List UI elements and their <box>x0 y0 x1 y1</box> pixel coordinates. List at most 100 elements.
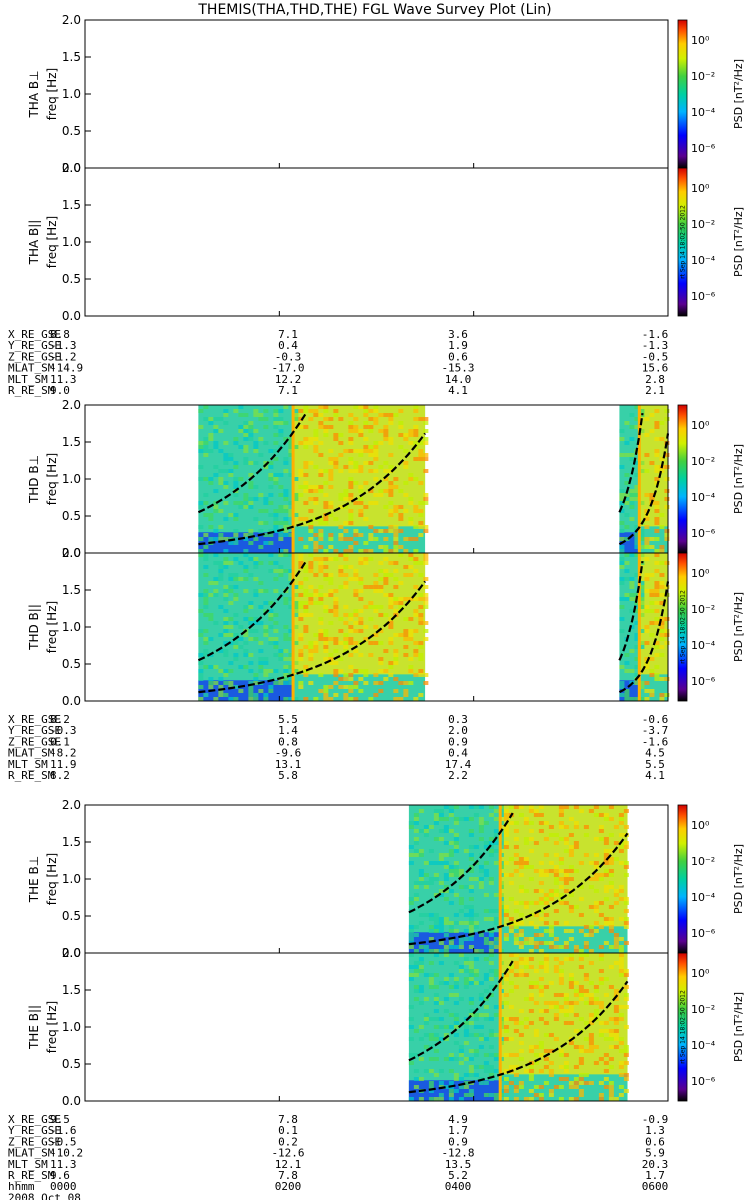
spectrogram-cell <box>363 517 369 521</box>
spectrogram-cell <box>473 805 479 809</box>
spectrogram-cell <box>528 1009 534 1013</box>
spectrogram-cell <box>483 973 489 977</box>
spectrogram-cell <box>578 929 584 933</box>
spectrogram-cell <box>483 989 489 993</box>
spectrogram-cell <box>383 469 389 473</box>
spectrogram-cell <box>378 681 384 685</box>
orbit-row-label: MLT_SM <box>8 758 48 771</box>
spectrogram-cell <box>488 945 494 949</box>
spectrogram-cell <box>634 645 640 649</box>
spectrogram-cell <box>308 597 314 601</box>
spectrogram-cell <box>528 965 534 969</box>
spectrogram-cell <box>488 881 494 885</box>
spectrogram-cell <box>583 945 589 949</box>
spectrogram-cell <box>228 661 234 665</box>
spectrogram-cell <box>629 577 635 581</box>
spectrogram-cell <box>413 965 419 969</box>
spectrogram-cell <box>629 517 635 521</box>
spectrogram-cell <box>649 537 655 541</box>
spectrogram-cell <box>538 1069 544 1073</box>
spectrogram-cell <box>634 593 640 597</box>
spectrogram-cell <box>483 941 489 945</box>
spectrogram-cell <box>634 621 640 625</box>
spectrogram-cell <box>513 921 519 925</box>
spectrogram-cell <box>263 657 269 661</box>
spectrogram-cell <box>238 577 244 581</box>
spectrogram-cell <box>453 1073 459 1077</box>
spectrogram-cell <box>268 569 274 573</box>
spectrogram-cell <box>198 441 204 445</box>
spectrogram-cell <box>613 989 619 993</box>
spectrogram-cell <box>548 945 554 949</box>
spectrogram-cell <box>423 833 429 837</box>
spectrogram-cell <box>493 941 499 945</box>
gyrofrequency-curve <box>618 433 670 546</box>
spectrogram-cell <box>453 945 459 949</box>
spectrogram-cell <box>654 645 660 649</box>
spectrogram-cell <box>513 1029 519 1033</box>
spectrogram-cell <box>403 573 409 577</box>
spectrogram-cell <box>308 489 314 493</box>
spectrogram-cell <box>218 509 224 513</box>
spectrogram-cell <box>458 1045 464 1049</box>
colorbar-tick-label: 10⁻⁶ <box>691 290 716 303</box>
spectrogram-cell <box>563 841 569 845</box>
spectrogram-cell <box>283 549 289 553</box>
spectrogram-cell <box>513 829 519 833</box>
spectrogram-cell <box>318 453 324 457</box>
spectrogram-cell <box>593 861 599 865</box>
spectrogram-cell <box>488 1077 494 1081</box>
spectrogram-cell <box>223 625 229 629</box>
spectrogram-cell <box>558 821 564 825</box>
spectrogram-cell <box>203 557 209 561</box>
spectrogram-cell <box>433 1073 439 1077</box>
spectrogram-cell <box>278 653 284 657</box>
spectrogram-cell <box>363 421 369 425</box>
spectrogram-cell <box>493 817 499 821</box>
spectrogram-cell <box>418 989 424 993</box>
spectrogram-cell <box>558 977 564 981</box>
spectrogram-cell <box>323 565 329 569</box>
spectrogram-cell <box>583 977 589 981</box>
spectrogram-cell <box>373 585 379 589</box>
spectrogram-cell <box>313 593 319 597</box>
spectrogram-cell <box>338 573 344 577</box>
spectrogram-cell <box>408 1097 414 1101</box>
spectrogram-cell <box>363 425 369 429</box>
spectrogram-cell <box>538 917 544 921</box>
spectrogram-cell <box>538 909 544 913</box>
spectrogram-cell <box>588 929 594 933</box>
orbit-row-label: MLAT_SM <box>8 747 55 760</box>
spectrogram-cell <box>518 813 524 817</box>
spectrogram-cell <box>578 1049 584 1053</box>
spectrogram-cell <box>303 665 309 669</box>
spectrogram-cell <box>453 1077 459 1081</box>
spectrogram-cell <box>348 565 354 569</box>
spectrogram-cell <box>393 697 399 701</box>
spectrogram-cell <box>313 533 319 537</box>
spectrogram-cell <box>619 577 625 581</box>
spectrogram-cell <box>303 545 309 549</box>
orbit-value: -0.5 <box>642 350 669 363</box>
spectrogram-cell <box>198 537 204 541</box>
spectrogram-cell <box>403 449 409 453</box>
spectrogram-cell <box>644 697 650 701</box>
spectrogram-cell <box>468 961 474 965</box>
spectrogram-cell <box>478 1013 484 1017</box>
spectrogram-cell <box>393 661 399 665</box>
spectrogram-cell <box>243 553 249 557</box>
spectrogram-cell <box>634 461 640 465</box>
spectrogram-cell <box>463 1029 469 1033</box>
spectrogram-cell <box>408 637 414 641</box>
y-tick-label: 1.0 <box>62 472 81 486</box>
spectrogram-cell <box>298 685 304 689</box>
spectrogram-cell <box>463 1081 469 1085</box>
spectrogram-cell <box>408 821 414 825</box>
spectrogram-cell <box>473 957 479 961</box>
spectrogram-cell <box>528 993 534 997</box>
spectrogram-cell <box>293 477 299 481</box>
spectrogram-cell <box>423 1045 429 1049</box>
spectrogram-cell <box>273 629 279 633</box>
spectrogram-cell <box>573 981 579 985</box>
spectrogram-cell <box>258 509 264 513</box>
